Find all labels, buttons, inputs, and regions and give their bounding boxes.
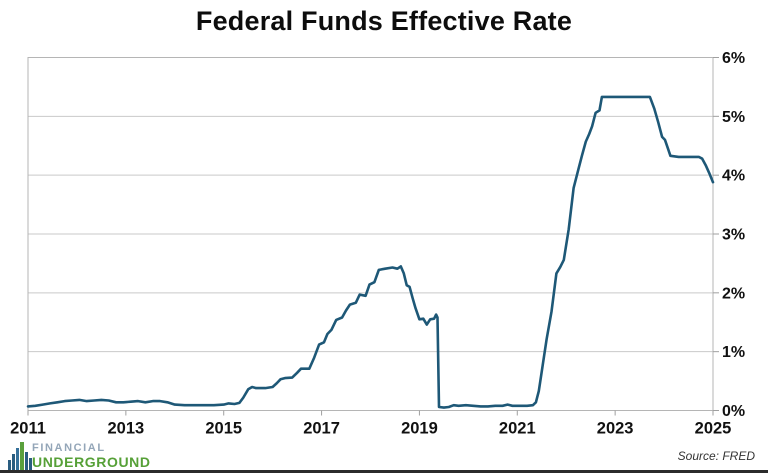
y-axis-label: 5% xyxy=(722,109,745,126)
logo-underground-label: UNDERGROUND xyxy=(32,454,151,470)
logo-financial-label: FINANCIAL xyxy=(32,442,106,454)
x-axis-label: 2021 xyxy=(499,420,536,438)
y-axis-label: 2% xyxy=(722,285,745,302)
y-axis-label: 6% xyxy=(722,50,745,67)
source-note: Source: FRED xyxy=(677,449,755,463)
y-axis-label: 1% xyxy=(722,344,745,361)
x-axis-label: 2015 xyxy=(205,420,242,438)
financial-underground-logo: FINANCIAL UNDERGROUND xyxy=(8,442,150,471)
skyline-bars-icon xyxy=(8,442,32,471)
x-axis-label: 2025 xyxy=(695,420,732,438)
logo-text: FINANCIAL UNDERGROUND xyxy=(32,442,151,470)
x-axis-label: 2017 xyxy=(303,420,340,438)
y-axis-label: 3% xyxy=(722,227,745,244)
y-axis-label: 0% xyxy=(722,403,745,420)
x-axis-label: 2013 xyxy=(107,420,144,438)
x-axis-label: 2023 xyxy=(597,420,634,438)
chart-title: Federal Funds Effective Rate xyxy=(195,6,573,36)
x-axis-label: 2011 xyxy=(10,420,46,438)
y-axis-label: 4% xyxy=(722,168,745,185)
x-axis-label: 2019 xyxy=(401,420,438,438)
bottom-border xyxy=(0,470,768,473)
series-line xyxy=(26,95,715,409)
